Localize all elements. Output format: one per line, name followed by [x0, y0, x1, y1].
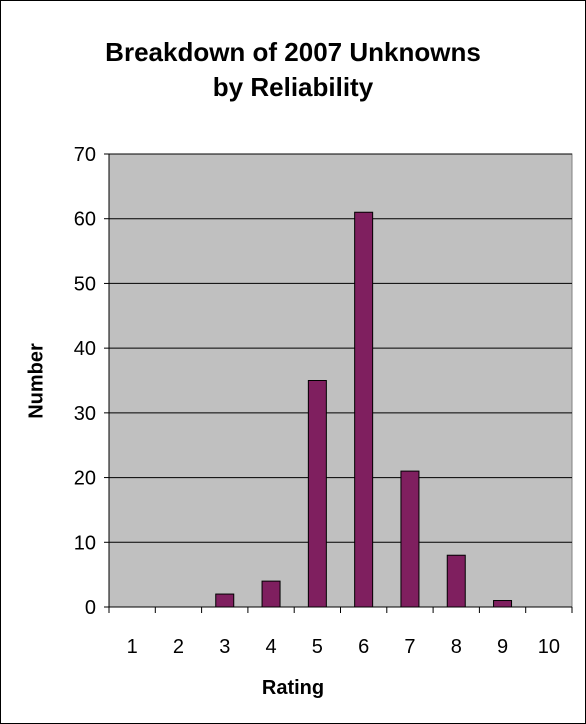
x-tick-label: 8 — [451, 636, 462, 658]
x-tick-label: 2 — [173, 636, 184, 658]
bar-rating-8 — [446, 554, 466, 608]
bar-rating-5 — [307, 380, 327, 608]
y-tick-label: 20 — [74, 468, 96, 490]
y-tick-label: 70 — [74, 144, 96, 166]
bar-rating-3 — [215, 593, 235, 608]
plot-background — [108, 153, 573, 608]
y-tick-label: 30 — [74, 403, 96, 425]
bar-rating-7 — [400, 470, 420, 608]
y-tick-label: 10 — [74, 532, 96, 554]
y-tick-label: 50 — [74, 273, 96, 295]
x-tick-label: 7 — [404, 636, 415, 658]
chart-title-line-1: Breakdown of 2007 Unknowns — [105, 37, 481, 67]
chart-title: Breakdown of 2007 Unknowns by Reliabilit… — [1, 35, 585, 105]
bar-rating-9 — [493, 600, 513, 608]
x-tick-label: 5 — [312, 636, 323, 658]
x-tick-label: 1 — [127, 636, 138, 658]
x-tick-label: 9 — [497, 636, 508, 658]
y-tick-label: 0 — [85, 597, 96, 619]
x-tick-label: 10 — [538, 636, 560, 658]
x-tick-label: 6 — [358, 636, 369, 658]
x-tick-label: 3 — [219, 636, 230, 658]
x-tick-label: 4 — [265, 636, 276, 658]
x-axis-label: Rating — [261, 677, 325, 699]
chart-title-line-2: by Reliability — [212, 72, 374, 102]
y-tick-label: 40 — [74, 338, 96, 360]
bar-rating-4 — [261, 580, 281, 608]
y-axis-label: Number — [25, 343, 48, 419]
y-tick-label: 60 — [74, 209, 96, 231]
bar-rating-6 — [354, 211, 374, 608]
